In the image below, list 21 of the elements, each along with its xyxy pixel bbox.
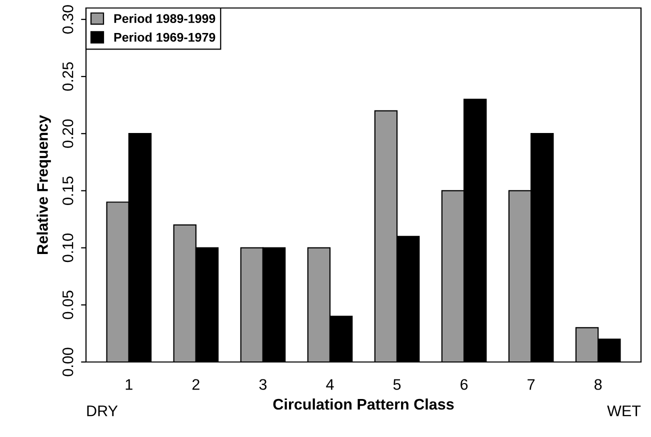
x-tick-label: 6 [460, 379, 468, 390]
y-tick-label: 0.20 [62, 119, 74, 148]
y-tick-label: 0.15 [62, 176, 74, 205]
x-tick-label: 3 [259, 379, 267, 390]
text: DRY [87, 406, 118, 416]
y-tick-label: 0.00 [62, 348, 74, 376]
x-tick-label: 8 [594, 379, 602, 390]
x-tick-label: 5 [393, 379, 401, 390]
y-tick-label: 0.05 [62, 290, 74, 320]
legend-label: Period 1989-1999 [114, 14, 216, 23]
x-tick-label: 4 [326, 379, 334, 390]
y-axis-title: Relative Frequency [36, 115, 51, 254]
y-tick-label: 0.25 [62, 62, 74, 91]
x-tick-label: 2 [192, 379, 200, 390]
x-tick-label: 7 [528, 379, 535, 390]
y-tick-label: 0.10 [62, 234, 74, 262]
x-axis-title: Circulation Pattern Class [273, 398, 454, 410]
y-tick-label: 0.30 [62, 5, 74, 34]
x-tick-label: 1 [126, 379, 132, 390]
legend-label: Period 1969-1979 [114, 32, 216, 42]
text: WET [607, 406, 641, 416]
